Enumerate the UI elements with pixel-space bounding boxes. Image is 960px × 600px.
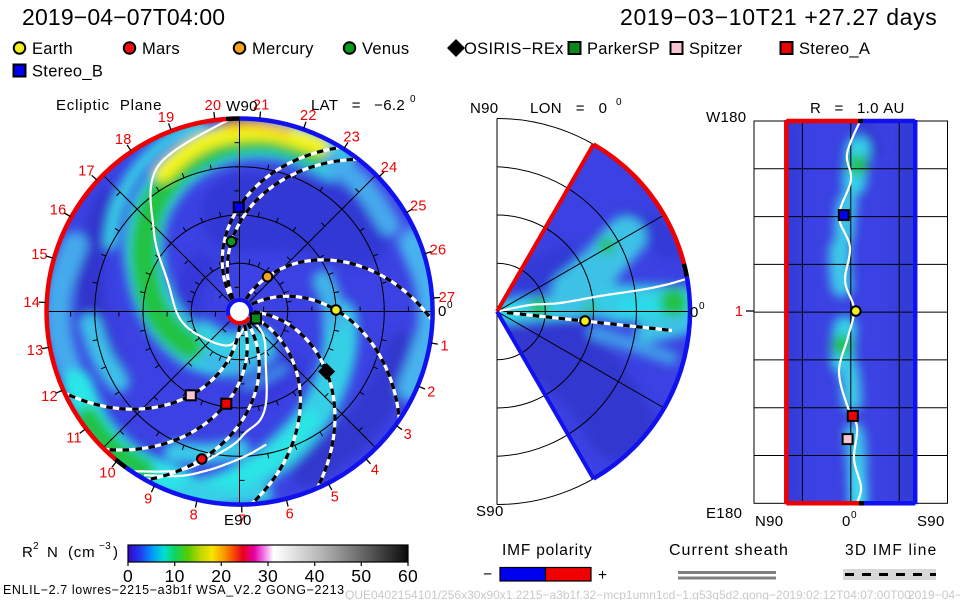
svg-text:N: N xyxy=(47,544,58,561)
svg-text:0: 0 xyxy=(699,301,705,312)
svg-text:Ecliptic Plane: Ecliptic Plane xyxy=(56,97,162,114)
svg-text:IMF polarity: IMF polarity xyxy=(502,542,593,559)
svg-text:0: 0 xyxy=(123,566,133,586)
svg-text:(cm: (cm xyxy=(68,544,95,561)
svg-text:1: 1 xyxy=(441,338,449,354)
svg-text:19: 19 xyxy=(158,110,175,126)
svg-text:25: 25 xyxy=(410,198,427,214)
svg-text:−3: −3 xyxy=(99,541,111,552)
svg-text:3D IMF line: 3D IMF line xyxy=(845,542,937,559)
svg-text:−: − xyxy=(483,566,492,583)
svg-text:0: 0 xyxy=(616,97,622,108)
svg-text:LON = 0: LON = 0 xyxy=(530,100,607,117)
svg-text:2019−04−07T04:00: 2019−04−07T04:00 xyxy=(22,4,225,30)
svg-text:6: 6 xyxy=(286,506,294,522)
svg-text:27: 27 xyxy=(439,290,456,306)
svg-text:Earth: Earth xyxy=(32,40,73,58)
svg-text:26: 26 xyxy=(430,243,447,259)
svg-text:QUE0402154101/256x30x90x1.2215: QUE0402154101/256x30x90x1.2215−a3b1f.32−… xyxy=(345,588,911,600)
svg-text:OSIRIS−REx: OSIRIS−REx xyxy=(464,40,564,58)
svg-text:2: 2 xyxy=(33,541,39,552)
svg-text:7: 7 xyxy=(238,512,246,528)
svg-text:S90: S90 xyxy=(917,513,945,530)
svg-text:16: 16 xyxy=(50,203,67,219)
svg-text:E180: E180 xyxy=(706,505,742,522)
svg-text:10: 10 xyxy=(99,465,116,481)
svg-text:20: 20 xyxy=(211,566,231,586)
svg-text:Mars: Mars xyxy=(142,40,180,58)
svg-text:): ) xyxy=(113,544,118,561)
svg-text:50: 50 xyxy=(351,566,371,586)
svg-text:5: 5 xyxy=(331,489,339,505)
svg-text:0: 0 xyxy=(447,300,453,311)
svg-text:Stereo_B: Stereo_B xyxy=(32,63,103,81)
svg-text:ParkerSP: ParkerSP xyxy=(587,40,660,58)
svg-text:22: 22 xyxy=(300,108,317,124)
svg-text:+: + xyxy=(598,567,607,584)
svg-text:0: 0 xyxy=(851,510,857,521)
svg-text:2: 2 xyxy=(427,385,435,401)
svg-text:13: 13 xyxy=(27,343,44,359)
svg-text:8: 8 xyxy=(190,507,198,523)
svg-text:40: 40 xyxy=(305,566,325,586)
svg-text:10: 10 xyxy=(165,566,185,586)
svg-text:Venus: Venus xyxy=(362,40,409,58)
svg-text:Stereo_A: Stereo_A xyxy=(799,40,870,58)
svg-text:ENLIL−2.7 lowres−2215−a3b1f WS: ENLIL−2.7 lowres−2215−a3b1f WSA_V2.2 GON… xyxy=(3,583,345,597)
svg-text:LAT = −6.2: LAT = −6.2 xyxy=(311,97,405,114)
svg-text:0: 0 xyxy=(438,303,447,320)
svg-text:11: 11 xyxy=(66,431,82,447)
svg-text:Spitzer: Spitzer xyxy=(689,40,743,58)
svg-text:R: R xyxy=(22,544,33,561)
svg-text:W90: W90 xyxy=(226,98,258,115)
svg-text:20: 20 xyxy=(205,98,222,114)
svg-text:W180: W180 xyxy=(706,109,746,126)
svg-text:1: 1 xyxy=(735,304,743,320)
svg-text:18: 18 xyxy=(115,132,132,148)
svg-text:Mercury: Mercury xyxy=(252,40,314,58)
svg-text:3: 3 xyxy=(404,427,412,443)
svg-text:0: 0 xyxy=(410,94,416,105)
svg-text:12: 12 xyxy=(41,389,58,405)
svg-text:23: 23 xyxy=(343,129,360,145)
svg-text:17: 17 xyxy=(78,164,95,180)
svg-text:E90: E90 xyxy=(224,512,252,529)
svg-text:S90: S90 xyxy=(476,503,504,520)
svg-text:30: 30 xyxy=(258,566,278,586)
svg-text:N90: N90 xyxy=(755,513,783,530)
svg-text:2019−03−10T21 +27.27 days: 2019−03−10T21 +27.27 days xyxy=(620,4,937,30)
svg-text:14: 14 xyxy=(23,295,40,311)
svg-text:60: 60 xyxy=(398,566,418,586)
svg-text:21: 21 xyxy=(253,98,270,114)
svg-text:15: 15 xyxy=(31,247,48,263)
svg-text:Current sheath: Current sheath xyxy=(669,542,789,559)
svg-text:0: 0 xyxy=(842,513,851,530)
svg-text:R = 1.0 AU: R = 1.0 AU xyxy=(810,100,905,117)
svg-text:4: 4 xyxy=(371,462,379,478)
svg-text:N90: N90 xyxy=(470,100,498,117)
svg-text:0: 0 xyxy=(690,304,699,321)
svg-text:2019−04−02: 2019−04−02 xyxy=(908,588,960,600)
svg-text:24: 24 xyxy=(381,160,398,176)
svg-text:9: 9 xyxy=(144,491,152,507)
